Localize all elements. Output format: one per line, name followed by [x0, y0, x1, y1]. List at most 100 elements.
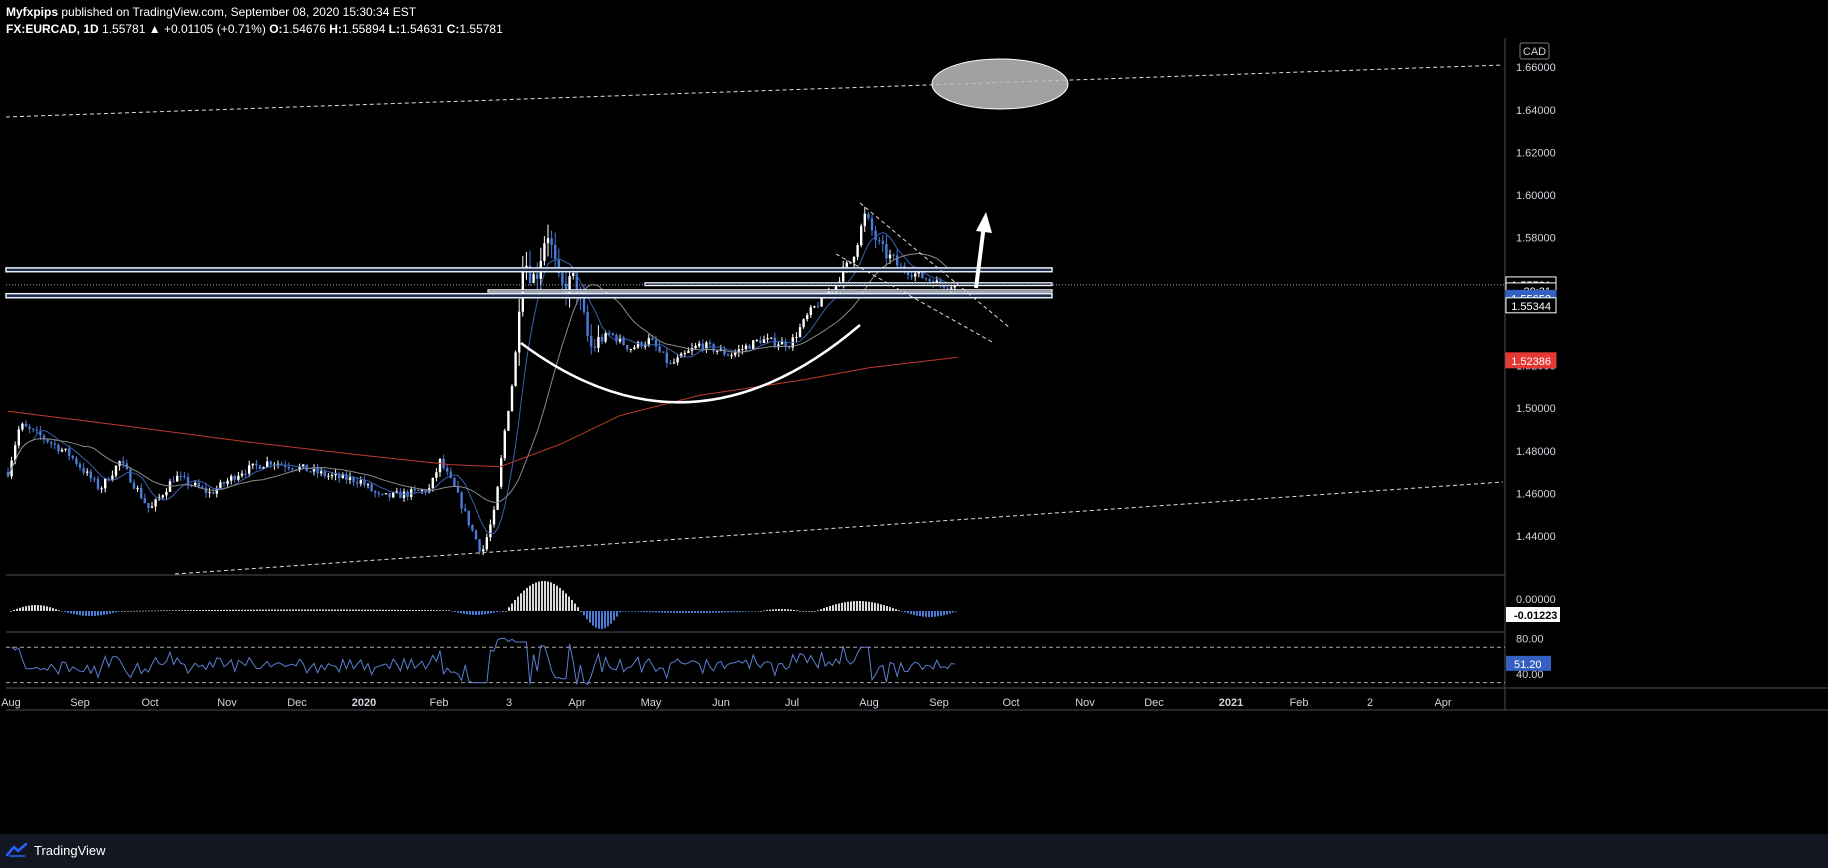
price-chart[interactable]: CAD 1.66000 1.64000 1.62000 1.60000 1.58000 1.…	[0, 0, 1828, 834]
candle-body	[240, 473, 244, 476]
candle-body	[701, 343, 704, 350]
macd-bar	[631, 611, 633, 612]
macd-bar	[784, 609, 786, 611]
macd-bar	[34, 605, 36, 611]
candle-body	[338, 473, 341, 479]
publish-info: published on TradingView.com, September …	[61, 5, 417, 19]
macd-bar	[811, 611, 813, 612]
macd-bar	[127, 610, 129, 612]
macd-bar	[640, 611, 642, 612]
candle-body	[258, 465, 262, 469]
macd-bar	[619, 611, 621, 613]
breakout-arrow-head	[976, 212, 992, 233]
macd-bar	[556, 585, 558, 611]
macd-bar	[355, 609, 357, 611]
candle-body	[813, 306, 816, 308]
macd-bar	[13, 609, 15, 611]
macd-bar	[934, 611, 936, 617]
candle-body	[251, 463, 254, 466]
candle-body	[615, 335, 618, 342]
candle-body	[60, 449, 64, 452]
macd-bar	[724, 611, 726, 613]
candle-body	[561, 272, 564, 284]
macd-bar	[679, 611, 681, 613]
macd-bar	[856, 601, 858, 611]
candle-body	[780, 341, 784, 345]
candle-body	[618, 337, 622, 342]
macd-bar	[616, 611, 618, 617]
macd-bar	[859, 601, 861, 611]
macd-bar	[826, 607, 828, 611]
macd-bar	[673, 611, 675, 613]
x-tick-label: Sep	[70, 697, 90, 709]
candle-body	[636, 342, 640, 348]
macd-bar	[478, 611, 480, 615]
macd-bar	[901, 611, 903, 612]
candle-body	[366, 484, 370, 486]
macd-bar	[754, 611, 756, 612]
candle-body	[647, 338, 650, 345]
y-tick-label: 1.62000	[1516, 147, 1556, 159]
macd-bar	[43, 605, 45, 611]
macd-bar	[28, 605, 30, 611]
candle-body	[899, 265, 902, 267]
candle-body	[392, 492, 395, 498]
candle-body	[312, 468, 316, 472]
x-tick-label: 2	[1367, 697, 1373, 709]
candle-body	[852, 256, 856, 263]
candle-body	[906, 271, 910, 275]
macd-bar	[568, 596, 570, 611]
macd-bar	[202, 610, 204, 611]
macd-bar	[598, 611, 600, 629]
candle-body	[744, 345, 748, 349]
candle-body	[168, 481, 172, 492]
macd-bar	[319, 609, 321, 611]
macd-bar	[841, 602, 843, 611]
candle-body	[143, 498, 146, 504]
ma-mid-line	[7, 252, 956, 503]
y-tick-label: 1.50000	[1516, 403, 1556, 415]
candle-body	[122, 461, 125, 464]
macd-bar	[397, 609, 399, 611]
candle-body	[82, 467, 85, 473]
candle-body	[316, 468, 319, 474]
candle-body	[546, 238, 550, 244]
y-tick-label: 1.58000	[1516, 233, 1556, 245]
x-tick-label: Jun	[712, 697, 730, 709]
macd-bar	[331, 609, 333, 611]
macd-bar	[715, 611, 717, 613]
horizontal-level	[487, 289, 1053, 293]
candle-body	[230, 476, 233, 481]
macd-bar	[352, 609, 354, 611]
candle-body	[431, 477, 434, 489]
candle-body	[514, 352, 517, 386]
macd-bar	[583, 611, 585, 616]
macd-bar	[832, 605, 834, 611]
resistance-zone	[5, 292, 1053, 299]
candle-body	[186, 477, 190, 485]
macd-bar	[316, 609, 318, 611]
candle-body	[161, 495, 164, 498]
author-name[interactable]: Myfxpips	[6, 5, 59, 19]
tradingview-brand[interactable]: TradingView	[34, 843, 106, 858]
macd-bar	[649, 611, 651, 613]
macd-bar	[103, 611, 105, 615]
macd-bar	[337, 609, 339, 611]
chart-header: Myfxpips published on TradingView.com, S…	[6, 5, 503, 37]
macd-bar	[871, 602, 873, 611]
candle-body	[759, 340, 762, 344]
candle-body	[262, 467, 265, 469]
macd-bar	[883, 605, 885, 611]
macd-bar	[439, 610, 441, 611]
candle-body	[921, 271, 924, 279]
candle-body	[233, 476, 236, 480]
macd-bar	[787, 609, 789, 611]
candle-body	[582, 296, 586, 312]
x-tick-label: Dec	[287, 697, 307, 709]
candle-body	[114, 465, 118, 476]
macd-bar	[340, 609, 342, 611]
macd-zero-tick: 0.00000	[1516, 594, 1556, 606]
candle-body	[672, 362, 676, 364]
candle-body	[100, 488, 103, 490]
candle-body	[809, 307, 812, 316]
